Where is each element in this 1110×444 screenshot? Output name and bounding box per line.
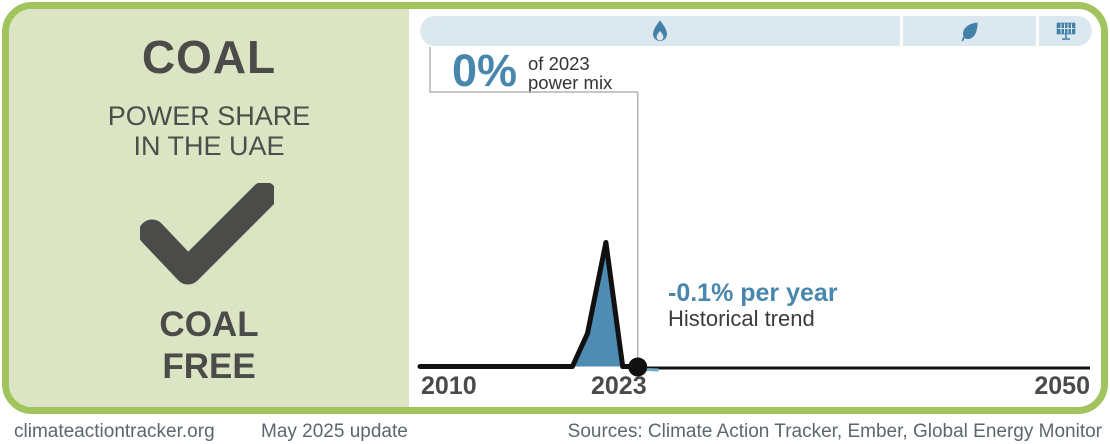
callout-value: 0% [452,45,518,96]
callout-label: of 2023 power mix [528,54,612,92]
status-line1: COAL [159,305,259,344]
callout-label-line2: power mix [528,72,613,93]
gas-flame-icon [653,20,667,41]
page-title: COAL [141,31,277,83]
leaf-icon [961,22,978,42]
x-tick-2010: 2010 [421,372,477,400]
x-tick-2023: 2023 [591,372,647,400]
checkmark-icon [138,181,278,287]
callout-label-line1: of 2023 [528,53,590,74]
x-tick-2050: 2050 [1034,372,1090,400]
left-panel [9,9,409,407]
footer-update-date: May 2025 update [261,421,408,442]
power-mix-segment-renewables [903,16,1036,46]
footer-site-url: climateactiontracker.org [14,421,215,442]
power-mix-segment-solar [1039,16,1092,46]
status-line2: FREE [162,347,256,386]
power-mix-bar [420,16,1093,46]
subtitle-line2: IN THE UAE [133,131,285,161]
footer-sources: Sources: Climate Action Tracker, Ember, … [567,421,1102,442]
footer: climateactiontracker.org May 2025 update… [0,417,1110,444]
solar-panel-icon [1056,22,1075,40]
trend-label: Historical trend [668,306,815,331]
trend-value: -0.1% per year [668,279,838,307]
power-mix-segment-gas [420,16,900,46]
subtitle-line1: POWER SHARE [107,101,311,131]
